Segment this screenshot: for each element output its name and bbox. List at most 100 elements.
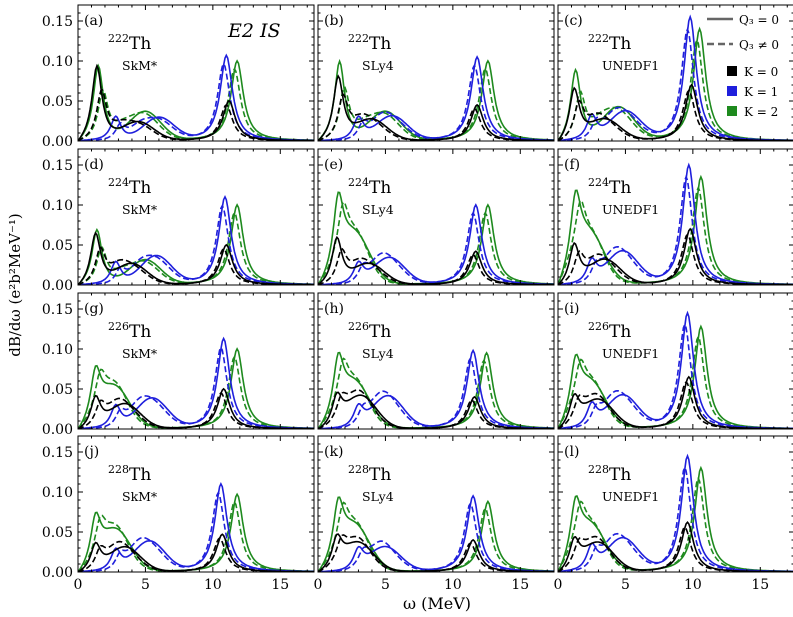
series-line-k1-q3-zero xyxy=(318,203,554,285)
plot-area xyxy=(558,14,793,141)
panel-f: (f) 224Th UNEDF1 xyxy=(557,148,793,286)
panel-b: (b)222Th SLy4 xyxy=(317,4,555,142)
panel-letter: (h) xyxy=(324,301,344,317)
plot-area xyxy=(318,55,554,141)
y-tick-label: 0.05 xyxy=(42,382,73,398)
nucleus-label: 226Th xyxy=(108,320,151,342)
force-label: SLy4 xyxy=(362,202,394,217)
plot-area xyxy=(78,195,314,285)
y-tick-label: 0.10 xyxy=(42,485,73,501)
panel-frame xyxy=(77,292,315,430)
y-tick-label: 0.10 xyxy=(42,342,73,358)
series-line-k2-q3-zero xyxy=(318,496,554,572)
series-line-k1-q3-nonzero xyxy=(318,502,554,572)
plot-area xyxy=(78,53,314,141)
force-label: SLy4 xyxy=(362,489,394,504)
y-axis-label: dB/dω (e²b²MeV⁻¹) xyxy=(6,213,24,357)
legend-label: K = 1 xyxy=(744,85,778,99)
series-line-k0-q3-nonzero xyxy=(78,246,314,285)
series-line-k0-q3-nonzero xyxy=(318,534,554,572)
panel-letter: (e) xyxy=(324,157,343,173)
y-tick-label: 0.15 xyxy=(42,302,73,318)
series-line-k1-q3-nonzero xyxy=(78,203,314,285)
panel-frame xyxy=(77,148,315,286)
plot-area xyxy=(318,191,554,285)
panel-frame xyxy=(77,4,315,142)
plot-area xyxy=(318,494,554,572)
y-tick-label: 0.10 xyxy=(42,54,73,70)
x-tick-label: 10 xyxy=(204,577,222,593)
y-tick-label: 0.10 xyxy=(42,198,73,214)
nucleus-label: 222Th xyxy=(348,32,391,54)
plot-area xyxy=(78,336,314,429)
nucleus-label: 224Th xyxy=(588,176,631,198)
panel-d: 0.00 0.05 0.10 0.15 (d)224Th SkM* xyxy=(42,148,315,294)
legend-label: Q₃ ≠ 0 xyxy=(739,38,779,52)
y-tick-label: 0.15 xyxy=(42,158,73,174)
x-tick-label: 0 xyxy=(314,577,323,593)
series-line-k1-q3-nonzero xyxy=(558,174,793,285)
y-tick-label: 0.05 xyxy=(42,94,73,110)
force-label: UNEDF1 xyxy=(602,489,659,504)
series-line-k1-q3-nonzero xyxy=(78,490,314,572)
series-line-k2-q3-nonzero xyxy=(558,476,793,572)
x-tick-label: 0 xyxy=(554,577,563,593)
nucleus-label: 222Th xyxy=(588,32,631,54)
series-line-k0-q3-zero xyxy=(318,391,554,429)
series-line-k1-q3-nonzero xyxy=(318,356,554,429)
panel-letter: (d) xyxy=(84,157,104,173)
series-line-k0-q3-nonzero xyxy=(558,380,793,429)
nucleus-label: 228Th xyxy=(108,463,151,485)
x-tick-label: 10 xyxy=(684,577,702,593)
x-tick-label: 0 xyxy=(74,577,83,593)
panel-a: 0.00 0.05 0.10 0.15 (a) 222Th SkM* xyxy=(42,4,315,150)
series-line-k1-q3-zero xyxy=(318,494,554,572)
nucleus-label: 226Th xyxy=(348,320,391,342)
series-line-k2-q3-nonzero xyxy=(78,355,314,429)
panel-frame xyxy=(557,148,793,286)
series-line-k0-q3-nonzero xyxy=(558,89,793,141)
panel-h: (h)226Th SLy4 xyxy=(317,292,555,430)
force-label: UNEDF1 xyxy=(602,58,659,73)
series-line-k2-q3-nonzero xyxy=(318,501,554,572)
series-line-k2-q3-nonzero xyxy=(318,67,554,141)
x-tick-label: 15 xyxy=(511,577,529,593)
series-line-k2-q3-zero xyxy=(78,492,314,572)
nucleus-label: 226Th xyxy=(588,320,631,342)
nucleus-label: 224Th xyxy=(348,176,391,198)
plot-area xyxy=(78,482,314,572)
y-tick-label: 0.05 xyxy=(42,238,73,254)
series-line-k1-q3-nonzero xyxy=(78,62,314,141)
panel-letter: (k) xyxy=(324,444,343,460)
legend: Q₃ = 0 Q₃ ≠ 0 K = 0 K = 1 K = 2 xyxy=(707,13,779,119)
panel-grid: 0.000.050.100.15 (a)222ThSkM*(b)222ThSLy4… xyxy=(42,4,793,593)
series-line-k2-q3-zero xyxy=(78,347,314,429)
series-line-k2-q3-nonzero xyxy=(318,357,554,429)
x-axis-label: ω (MeV) xyxy=(403,594,471,613)
series-line-k0-q3-nonzero xyxy=(78,88,314,141)
panel-frame xyxy=(317,4,555,142)
series-line-k0-q3-nonzero xyxy=(318,247,554,285)
y-tick-label: 0.00 xyxy=(42,565,73,581)
panel-letter: (b) xyxy=(324,13,344,29)
panel-letter: (f) xyxy=(564,157,580,173)
figure-header: E2 IS xyxy=(227,20,281,42)
force-label: UNEDF1 xyxy=(602,202,659,217)
plot-area xyxy=(558,310,793,429)
series-line-k0-q3-zero xyxy=(318,74,554,141)
panel-frame xyxy=(557,4,793,142)
panel-frame xyxy=(557,435,793,573)
nucleus-label: 222Th xyxy=(108,32,151,54)
series-line-k2-q3-zero xyxy=(558,465,793,572)
plot-area xyxy=(318,348,554,429)
series-line-k0-q3-zero xyxy=(558,375,793,429)
force-label: UNEDF1 xyxy=(602,346,659,361)
panel-c: (c) 222Th UNEDF1 xyxy=(557,4,793,142)
series-line-k0-q3-zero xyxy=(78,63,314,141)
legend-label: K = 0 xyxy=(744,65,778,79)
x-tick-label: 15 xyxy=(751,577,769,593)
panel-i: (i) 226Th UNEDF1 xyxy=(557,292,793,430)
series-line-k2-q3-nonzero xyxy=(78,67,314,141)
force-label: SkM* xyxy=(122,346,158,361)
